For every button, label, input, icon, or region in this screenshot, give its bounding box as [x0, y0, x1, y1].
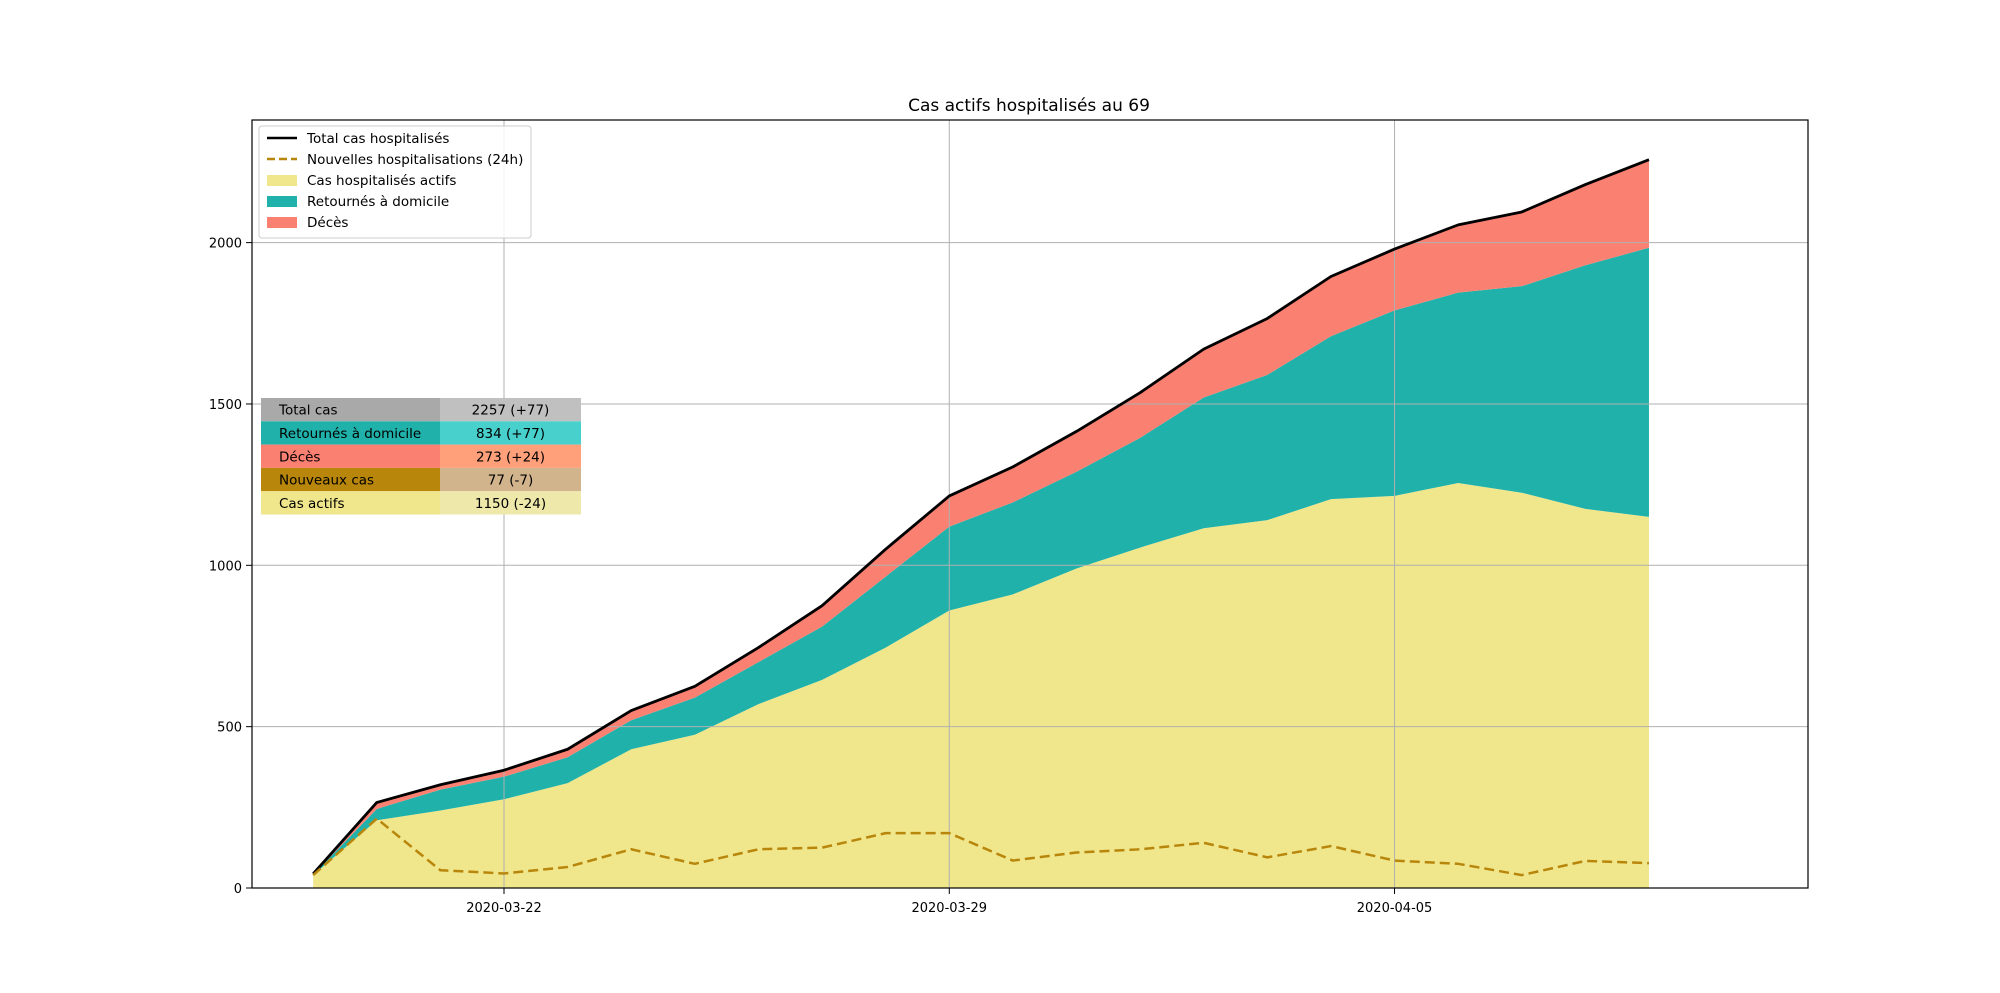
table-value-4: 77 (-7): [488, 473, 533, 489]
legend-label-2: Nouvelles hospitalisations (24h): [307, 152, 523, 168]
legend-handle-4: [267, 196, 297, 207]
legend-label-3: Cas hospitalisés actifs: [307, 173, 456, 189]
table-label-cell-5: [261, 491, 440, 515]
table-value-3: 273 (+24): [476, 449, 545, 465]
line-series-2: [312, 817, 1650, 877]
x-tick-label-3: 2020-04-05: [1357, 901, 1433, 916]
table-value-cell-5: [440, 491, 581, 515]
table-value-cell-3: [440, 444, 581, 468]
table-value-cell-2: [440, 421, 581, 445]
table-label-3: Décès: [279, 449, 320, 465]
table-value-cell-1: [440, 398, 581, 422]
table-label-cell-3: [261, 444, 440, 468]
y-tick-label-2: 500: [217, 721, 242, 736]
table-label-cell-4: [261, 467, 440, 492]
y-tick-label-5: 2000: [209, 237, 242, 252]
plot-frame: [251, 119, 1809, 889]
legend-box: [258, 125, 532, 239]
line-series: [312, 158, 1650, 877]
y-tick-label-1: 0: [234, 882, 242, 897]
table-label-5: Cas actifs: [279, 496, 345, 512]
table-label-1: Total cas: [278, 403, 338, 419]
table-label-cell-2: [261, 421, 440, 445]
area-2: [313, 247, 1649, 876]
x-tick-label-2: 2020-03-29: [911, 901, 987, 916]
x-tick-label-1: 2020-03-22: [466, 901, 542, 916]
table-value-1: 2257 (+77): [472, 403, 550, 419]
y-tick-label-3: 1000: [209, 559, 242, 574]
legend-label-5: Décès: [307, 215, 348, 231]
x-axis-ticks: 2020-03-22 2020-03-29 2020-04-05: [466, 888, 1432, 916]
legend-label-1: Total cas hospitalisés: [306, 131, 449, 147]
table-value-2: 834 (+77): [476, 426, 545, 442]
table-value-cell-4: [440, 467, 581, 492]
legend: Total cas hospitalisés Nouvelles hospital…: [258, 125, 532, 239]
y-tick-label-4: 1500: [209, 398, 242, 413]
area-3: [313, 159, 1649, 875]
legend-handle-3: [267, 175, 297, 186]
table-label-cell-1: [261, 398, 440, 422]
area-1: [313, 483, 1649, 888]
chart-title: Cas actifs hospitalisés au 69: [908, 96, 1150, 116]
table-value-5: 1150 (-24): [475, 496, 546, 512]
y-axis-ticks: 0 500 1000 1500 2000: [209, 237, 252, 897]
legend-handle-5: [267, 217, 297, 228]
stats-table: Total cas 2257 (+77) Retournés à domicile 8…: [261, 398, 581, 515]
stacked-areas: [313, 159, 1649, 888]
legend-label-4: Retournés à domicile: [307, 194, 449, 210]
table-label-4: Nouveaux cas: [279, 473, 374, 489]
table-label-2: Retournés à domicile: [279, 426, 421, 442]
line-series-1: [312, 158, 1650, 875]
